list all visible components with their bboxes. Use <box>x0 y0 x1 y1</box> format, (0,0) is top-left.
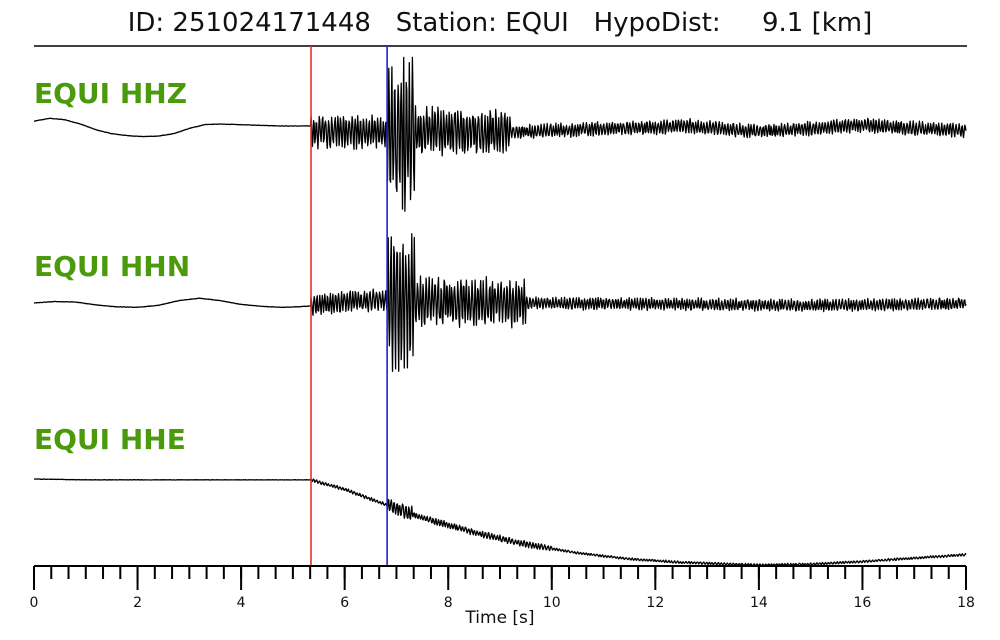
x-tick-label: 18 <box>957 595 975 611</box>
x-axis: 0 2 4 6 8 10 12 14 16 18 <box>30 565 975 611</box>
x-tick-label: 12 <box>646 595 664 611</box>
channel-label-equi-hhe: EQUI HHE <box>34 423 186 456</box>
x-tick-label: 16 <box>854 595 872 611</box>
trace-equi-hhn <box>33 233 967 372</box>
traces-layer <box>33 56 967 567</box>
x-tick-label: 10 <box>543 595 561 611</box>
trace-equi-hhe <box>33 478 967 567</box>
x-tick-label: 0 <box>30 595 39 611</box>
trace-equi-hhz <box>33 56 967 212</box>
x-tick-label: 6 <box>340 595 349 611</box>
x-tick-label: 14 <box>750 595 768 611</box>
channel-label-equi-hhz: EQUI HHZ <box>34 77 187 110</box>
x-tick-label: 4 <box>237 595 246 611</box>
x-tick-label: 8 <box>444 595 453 611</box>
channel-label-equi-hhn: EQUI HHN <box>34 250 190 283</box>
x-axis-label: Time [s] <box>464 608 534 628</box>
channel-labels: EQUI HHZ EQUI HHN EQUI HHE <box>34 77 190 456</box>
x-tick-label: 2 <box>133 595 142 611</box>
chart-title: ID: 251024171448 Station: EQUI HypoDist:… <box>127 8 873 38</box>
